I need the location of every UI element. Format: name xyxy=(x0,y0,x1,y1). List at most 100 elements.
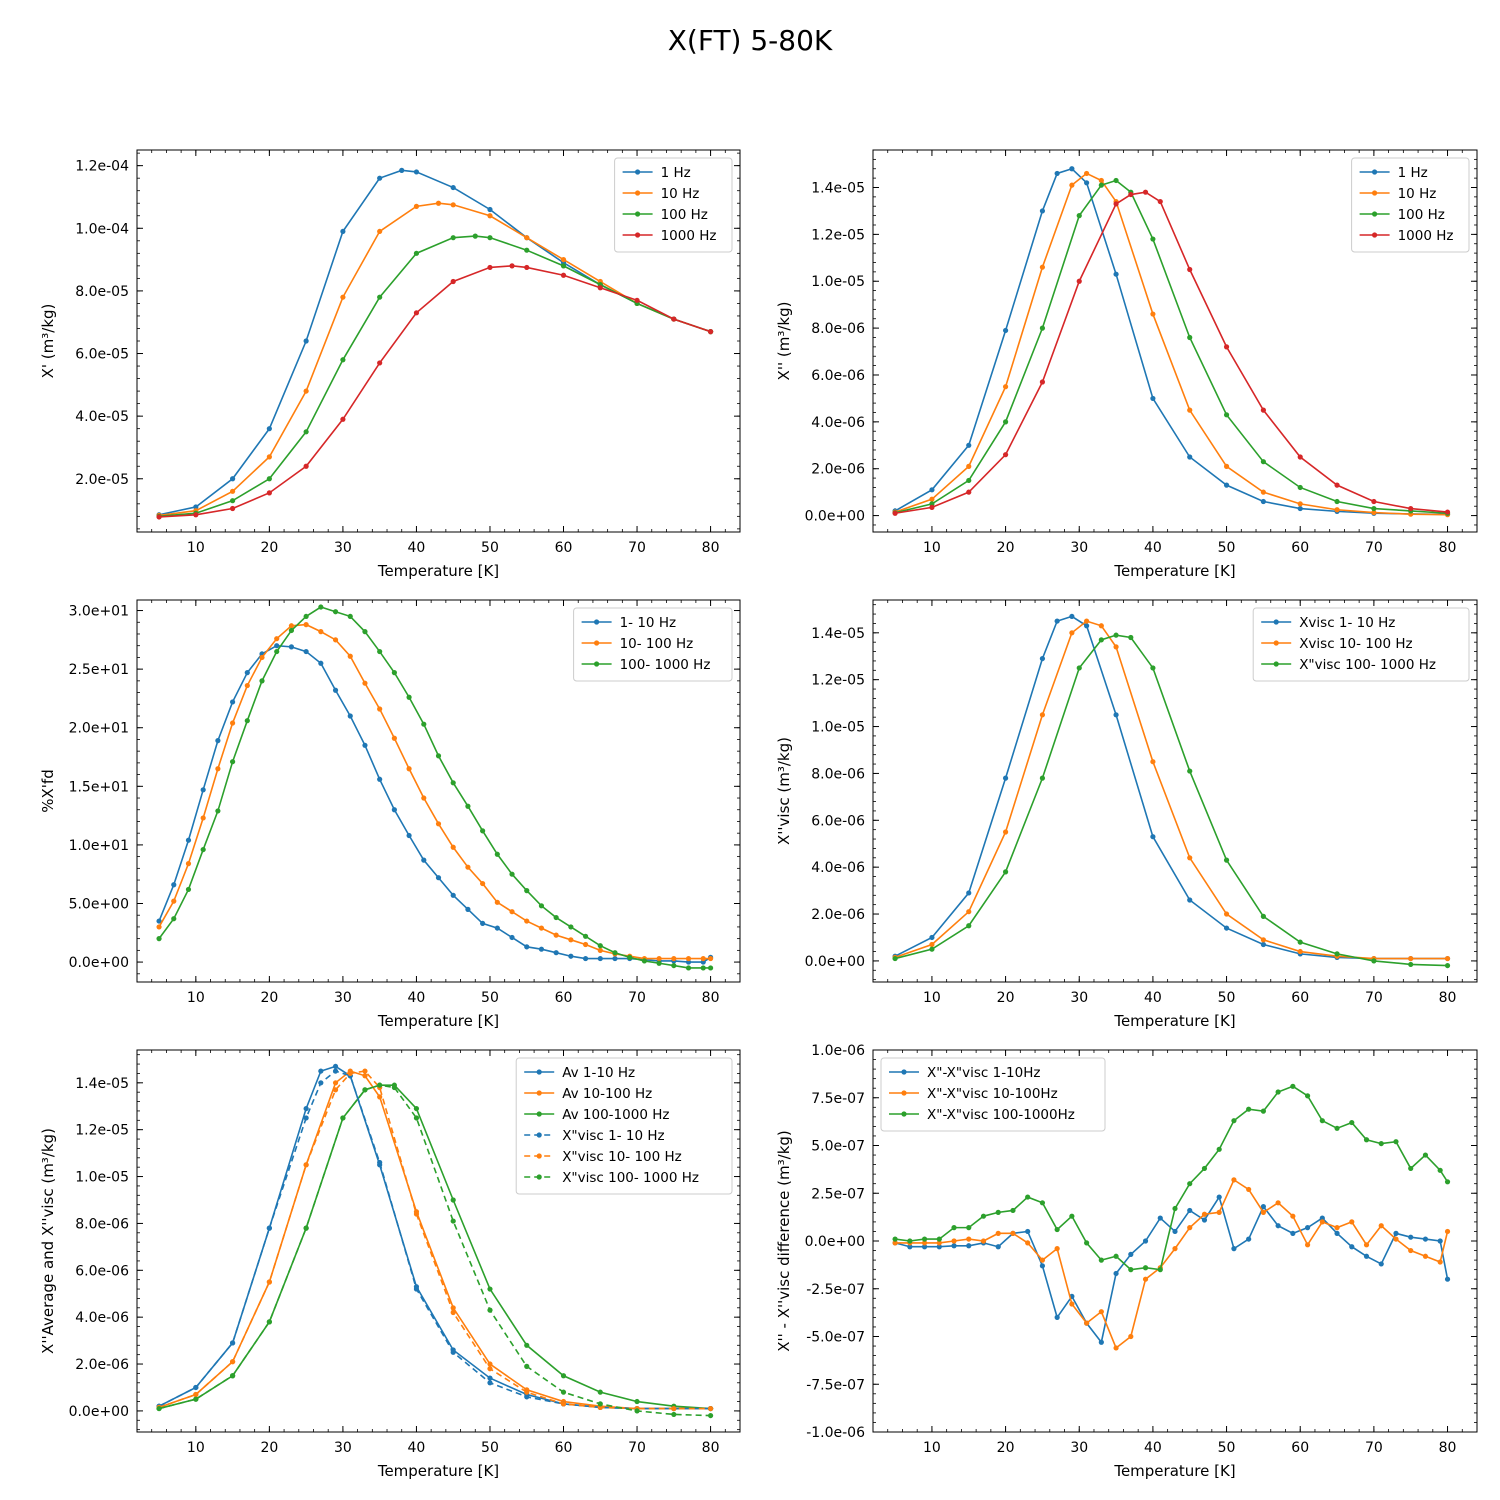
legend-label: X"-X"visc 100-1000Hz xyxy=(927,1107,1075,1123)
legend-swatch-marker xyxy=(594,661,600,667)
data-point xyxy=(391,670,397,676)
legend: 1- 10 Hz 10- 100 Hz 100- 1000 Hz xyxy=(573,607,733,682)
data-point xyxy=(1150,759,1156,765)
data-point xyxy=(377,294,383,300)
data-point xyxy=(1002,775,1009,781)
y-axis-label: %X'fd xyxy=(39,769,57,812)
x-tick-label: 40 xyxy=(1144,540,1162,556)
data-point xyxy=(229,1359,236,1365)
data-point xyxy=(1010,1207,1016,1214)
data-point xyxy=(303,1225,309,1231)
data-point xyxy=(966,1236,972,1242)
data-point xyxy=(1187,334,1193,341)
data-point xyxy=(1025,1194,1031,1200)
data-point xyxy=(377,1094,383,1100)
data-point xyxy=(553,932,559,938)
data-point xyxy=(229,759,236,765)
data-point xyxy=(929,496,935,502)
series-1 xyxy=(892,1194,1451,1345)
series-2 xyxy=(892,618,1451,962)
data-point xyxy=(568,953,574,959)
data-point xyxy=(1260,1108,1266,1114)
data-point xyxy=(450,1309,456,1316)
x-tick-label: 60 xyxy=(1291,1440,1309,1456)
data-point xyxy=(1334,1225,1340,1231)
data-point xyxy=(1076,278,1082,284)
data-point xyxy=(951,1243,957,1249)
legend-swatch-marker xyxy=(536,1090,542,1096)
x-tick-label: 80 xyxy=(1439,540,1457,556)
data-point xyxy=(966,923,972,929)
y-tick-label: 1.2e-05 xyxy=(811,227,865,243)
data-point xyxy=(907,1238,913,1244)
data-point xyxy=(487,1286,493,1292)
y-tick-label: 0.0e+00 xyxy=(805,509,865,525)
data-point xyxy=(318,629,324,635)
data-point xyxy=(303,1162,309,1168)
x-tick-label: 10 xyxy=(923,540,941,556)
data-point xyxy=(1187,266,1193,273)
legend-label: 1 Hz xyxy=(661,165,691,181)
data-point xyxy=(1297,939,1303,945)
data-point xyxy=(421,721,427,727)
x-tick-label: 30 xyxy=(334,1440,352,1456)
data-point xyxy=(1142,1276,1149,1282)
data-point xyxy=(1076,665,1082,671)
x-tick-label: 80 xyxy=(1439,1440,1457,1456)
legend-swatch-marker xyxy=(635,232,641,238)
x-axis-label: Temperature [K] xyxy=(1113,562,1235,580)
data-point xyxy=(340,416,346,422)
legend-frame xyxy=(880,1057,1106,1132)
chart-panel-4: 10 20 30 40 50 60 70 80 0.0e+00 2.0e-06 4.0e-06 6.0… xyxy=(775,599,1478,1030)
data-point xyxy=(332,609,339,615)
data-point xyxy=(1084,180,1090,186)
data-point xyxy=(1349,1219,1355,1225)
data-point xyxy=(229,476,236,482)
data-point xyxy=(1002,829,1009,835)
legend-swatch-marker xyxy=(901,1090,907,1096)
data-point xyxy=(641,958,648,964)
data-point xyxy=(524,1394,530,1400)
data-point xyxy=(1113,271,1119,277)
data-point xyxy=(1437,1259,1443,1265)
data-point xyxy=(1260,498,1266,505)
data-point xyxy=(1260,489,1266,495)
legend-frame xyxy=(573,607,733,682)
data-point xyxy=(892,1240,898,1246)
y-tick-label: 6.0e-06 xyxy=(75,1263,129,1279)
data-point xyxy=(1113,201,1119,207)
data-point xyxy=(966,463,972,469)
data-point xyxy=(560,263,567,269)
data-point xyxy=(347,1070,353,1077)
data-point xyxy=(1157,1267,1163,1273)
data-point xyxy=(966,1243,972,1249)
data-point xyxy=(524,1389,530,1395)
data-point xyxy=(450,1218,456,1224)
data-point xyxy=(1084,618,1090,624)
x-tick-label: 20 xyxy=(997,540,1015,556)
x-tick-label: 70 xyxy=(1365,1440,1383,1456)
legend-swatch-marker xyxy=(594,619,600,625)
data-point xyxy=(582,941,589,948)
data-point xyxy=(1098,637,1104,643)
data-point xyxy=(450,844,456,850)
data-point xyxy=(980,1238,987,1244)
data-point xyxy=(1150,236,1156,242)
data-point xyxy=(656,955,662,962)
data-point xyxy=(560,272,567,278)
data-point xyxy=(1201,1211,1208,1217)
data-point xyxy=(1349,1119,1355,1126)
data-point xyxy=(1260,1209,1266,1215)
data-point xyxy=(303,429,309,435)
data-point xyxy=(450,780,456,786)
legend-label: 1000 Hz xyxy=(1398,228,1454,244)
y-tick-label: 1.4e-05 xyxy=(75,1076,129,1092)
data-point xyxy=(406,766,412,772)
data-point xyxy=(377,648,383,655)
data-point xyxy=(266,454,272,460)
y-tick-label: 4.0e-06 xyxy=(811,860,865,876)
data-point xyxy=(1054,170,1060,177)
series-line xyxy=(158,235,711,518)
y-tick-label: 1.0e-05 xyxy=(811,720,865,736)
data-point xyxy=(1275,1200,1281,1206)
